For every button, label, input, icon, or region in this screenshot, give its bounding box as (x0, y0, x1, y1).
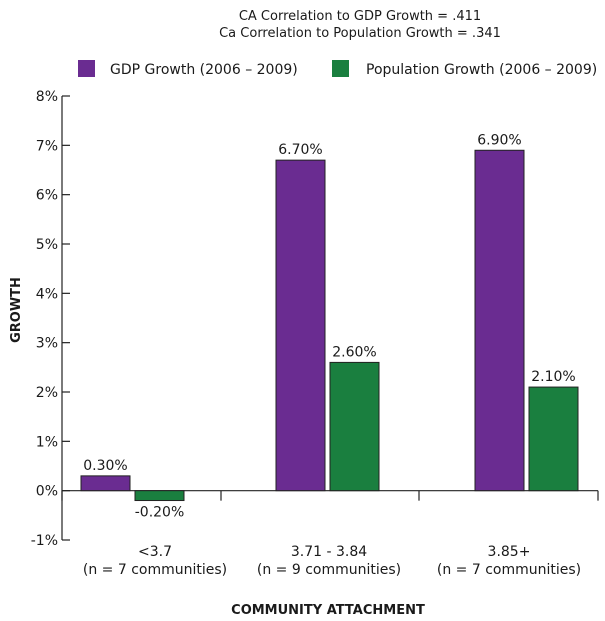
chart-legend: GDP Growth (2006 – 2009) Population Growt… (78, 60, 597, 78)
y-tick-label: 5% (36, 237, 58, 253)
data-label: 2.10% (531, 369, 575, 385)
y-tick-label: 6% (36, 188, 58, 204)
category-label: 3.71 - 3.84 (291, 544, 367, 560)
category-labels: <3.7 (n = 7 communities) 3.71 - 3.84 (n = 9… (83, 544, 581, 578)
y-tick-label: 0% (36, 484, 58, 500)
subtitle-line: CA Correlation to GDP Growth = .411 (239, 9, 481, 24)
bar-gdp-growth (474, 149, 525, 492)
data-label: 6.70% (278, 142, 322, 158)
bar-population-growth (134, 490, 185, 502)
bar-gdp-growth (80, 475, 131, 492)
legend-label: Population Growth (2006 – 2009) (366, 62, 597, 78)
bar-population-growth (329, 361, 380, 492)
x-axis-title: COMMUNITY ATTACHMENT (231, 603, 425, 618)
data-labels: 0.30% 6.70% 6.90% -0.20% 2.60% 2.10% (83, 132, 575, 520)
subtitle-line: Ca Correlation to Population Growth = .3… (219, 26, 501, 41)
legend-label: GDP Growth (2006 – 2009) (110, 62, 298, 78)
y-tick-label: 3% (36, 336, 58, 352)
bar-gdp-growth (275, 159, 326, 492)
category-label: <3.7 (138, 544, 172, 560)
data-label: -0.20% (135, 505, 185, 521)
y-tick-label: 1% (36, 434, 58, 450)
bar-population-growth (528, 386, 579, 492)
y-tick-label: -1% (31, 533, 58, 549)
data-label: 6.90% (477, 132, 521, 148)
legend-swatch (332, 60, 349, 77)
y-tick-label: 7% (36, 138, 58, 154)
y-tick-label: 2% (36, 385, 58, 401)
category-label: (n = 7 communities) (83, 562, 227, 578)
data-label: 0.30% (83, 458, 127, 474)
bars (80, 149, 579, 502)
legend-swatch (78, 60, 95, 77)
y-tick-label: 8% (36, 89, 58, 105)
category-label: (n = 7 communities) (437, 562, 581, 578)
y-tick-label: 4% (36, 286, 58, 302)
category-label: (n = 9 communities) (257, 562, 401, 578)
data-label: 2.60% (332, 344, 376, 360)
chart-subtitle: CA Correlation to GDP Growth = .411 Ca Co… (219, 9, 501, 41)
category-label: 3.85+ (488, 544, 531, 560)
y-axis-title: GROWTH (9, 277, 24, 343)
